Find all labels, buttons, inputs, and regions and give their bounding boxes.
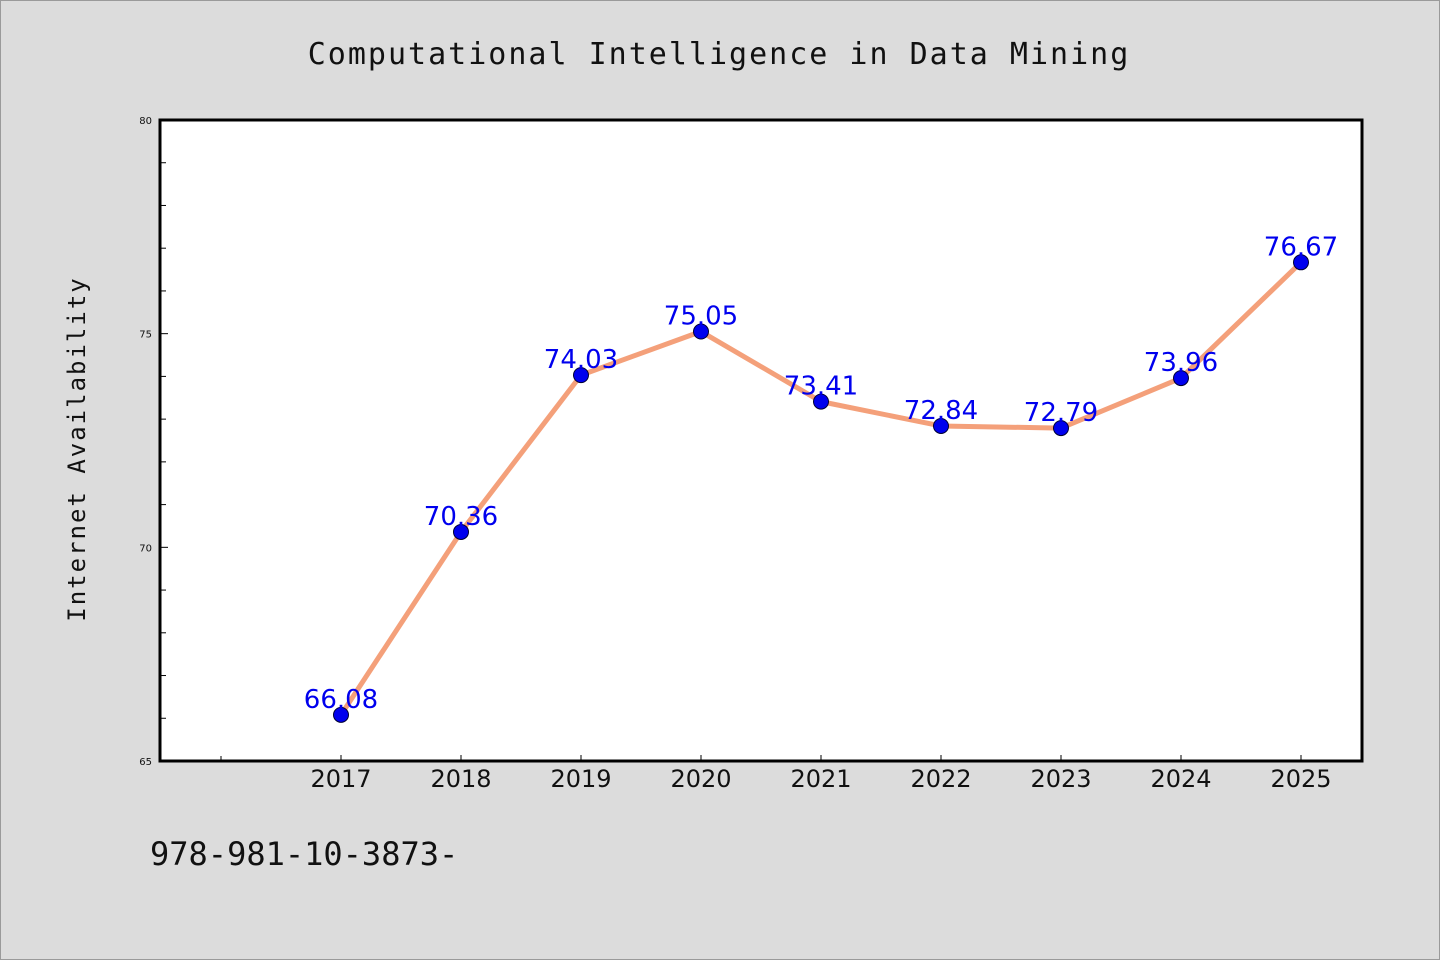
data-label: 73.96 (1144, 348, 1218, 378)
data-point (573, 367, 589, 384)
data-point (813, 393, 829, 410)
y-axis-label: Internet Availability (63, 276, 91, 621)
y-tick-label: 70 (139, 543, 152, 554)
x-axis-ticks: 2017 2018 2019 2020 2021 2022 2023 2024 2025 (220, 755, 1332, 793)
data-point (933, 417, 949, 434)
y-tick-label: 65 (139, 757, 152, 768)
data-label: 76.67 (1264, 232, 1338, 262)
data-label: 72.84 (904, 396, 978, 426)
data-point (1053, 420, 1069, 437)
data-label: 75.05 (664, 302, 738, 332)
data-label: 66.08 (304, 685, 378, 715)
y-tick-label: 75 (139, 330, 152, 341)
y-axis-ticks: 65 70 75 80 (139, 116, 168, 768)
footer-text: 978-981-10-3873- (150, 835, 458, 873)
data-label: 72.79 (1024, 398, 1098, 428)
y-tick-label: 80 (139, 116, 152, 127)
x-tick-label: 2020 (670, 765, 731, 793)
x-tick-label: 2022 (910, 765, 971, 793)
data-labels: 66.08 70.36 74.03 75.05 73.41 72.84 72.79 73.96… (304, 232, 1338, 715)
x-tick-label: 2021 (790, 765, 851, 793)
x-tick-label: 2017 (310, 765, 371, 793)
chart-title: Computational Intelligence in Data Minin… (308, 37, 1131, 72)
x-tick-label: 2018 (430, 765, 491, 793)
data-label: 73.41 (784, 372, 858, 402)
x-tick-label: 2023 (1030, 765, 1091, 793)
data-point (1173, 370, 1189, 387)
plot-area (158, 118, 1364, 763)
data-point (1293, 254, 1309, 271)
data-label: 70.36 (424, 502, 498, 532)
data-point (693, 323, 709, 340)
data-markers (333, 254, 1309, 723)
data-point (333, 706, 349, 723)
x-tick-label: 2025 (1270, 765, 1331, 793)
x-tick-label: 2019 (550, 765, 611, 793)
data-point (453, 523, 469, 540)
data-label: 74.03 (544, 345, 618, 375)
x-tick-label: 2024 (1150, 765, 1211, 793)
